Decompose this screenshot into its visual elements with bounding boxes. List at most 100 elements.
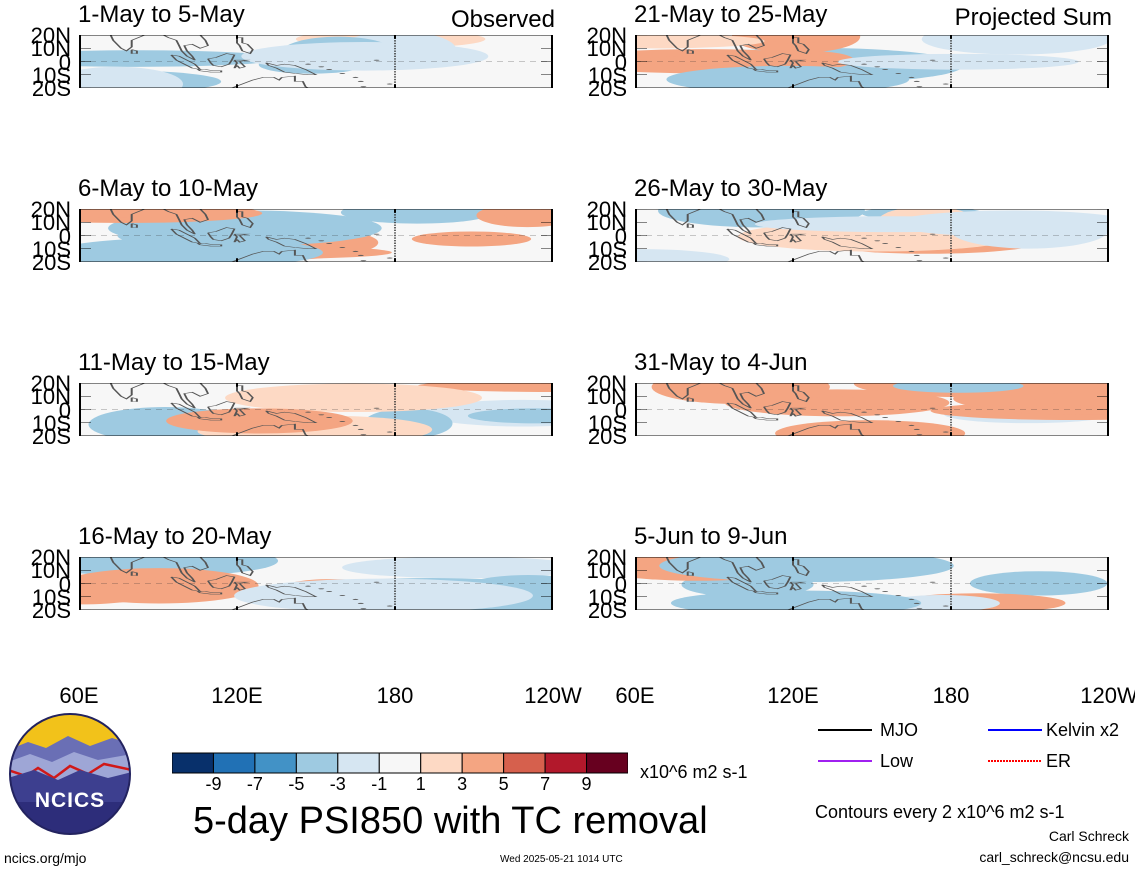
legend-er-label: ER: [1046, 751, 1072, 771]
lat-tick-label: 20S: [587, 598, 627, 623]
legend-kelvin-label: Kelvin x2: [1046, 720, 1120, 740]
negative-anomaly-region: [79, 66, 183, 88]
coastline: [786, 597, 866, 610]
island: [357, 428, 364, 430]
anomaly-core: [638, 55, 768, 67]
lat-tick-label: 20N: [586, 371, 627, 396]
island: [339, 594, 346, 596]
colorbar-swatch: [461, 752, 505, 774]
island: [386, 431, 393, 433]
island: [942, 431, 949, 433]
logo-text: NCICS: [34, 789, 106, 812]
coastline: [162, 35, 210, 61]
lat-tick-label: 10S: [587, 584, 627, 610]
legend-mjo-label: MJO: [880, 720, 918, 740]
panel-title: 31-May to 4-Jun: [634, 349, 808, 376]
coastline: [196, 243, 223, 247]
lat-tick-label: 10S: [31, 62, 71, 88]
coastline: [236, 211, 254, 229]
colorbar-swatch: [295, 752, 339, 774]
island: [895, 246, 902, 248]
island: [916, 260, 923, 262]
coastline: [207, 575, 236, 590]
island: [326, 242, 333, 244]
colorbar-tick-label: -9: [205, 774, 222, 794]
anomaly-core: [827, 427, 913, 436]
island: [861, 585, 868, 587]
coastline: [236, 37, 254, 55]
lon-tick-label: 120E: [211, 683, 263, 708]
coastline: [265, 584, 318, 597]
coastline: [789, 233, 807, 243]
anomaly-core: [491, 383, 553, 389]
lat-tick-label: 10N: [586, 384, 627, 410]
lat-tick-label: 20S: [587, 250, 627, 275]
island: [913, 80, 920, 82]
colorbar-swatch: [172, 752, 214, 774]
island: [373, 407, 380, 409]
lat-tick-label: 10N: [30, 558, 71, 584]
colorbar-tick-label: 9: [581, 774, 592, 794]
coastline: [207, 53, 236, 68]
island: [352, 598, 359, 600]
lat-tick-label: 20N: [586, 23, 627, 48]
coastline: [233, 581, 251, 591]
colorbar-tick-label: -1: [371, 774, 388, 794]
author-name: Carl Schreck: [1048, 828, 1129, 844]
lat-tick-label: 0: [58, 397, 71, 423]
lat-tick-label: 10N: [586, 210, 627, 236]
island: [357, 254, 364, 256]
coastline: [752, 417, 779, 421]
lat-tick-label: 20N: [586, 545, 627, 570]
site-url[interactable]: ncics.org/mjo: [4, 850, 87, 866]
legend-kelvin-swatch: [988, 729, 1042, 731]
coastline: [821, 62, 874, 75]
island: [357, 602, 364, 604]
coastline: [821, 584, 874, 597]
island: [861, 63, 868, 65]
colorbar-swatch: [544, 752, 588, 774]
lat-tick-label: 0: [614, 397, 627, 423]
lat-tick-label: 20S: [31, 250, 71, 275]
panel-title: 1-May to 5-May: [78, 1, 245, 28]
coastline: [100, 209, 146, 226]
island: [352, 250, 359, 252]
anomaly-core: [79, 54, 202, 63]
island: [908, 76, 915, 78]
coastline: [763, 401, 792, 416]
coastline: [789, 59, 807, 69]
observed-header: Observed: [450, 6, 555, 33]
anomaly-core: [1007, 577, 1070, 589]
lat-tick-label: 20S: [587, 76, 627, 101]
colorbar-swatch: [254, 752, 297, 774]
island: [326, 590, 333, 592]
coastline: [686, 223, 694, 228]
island: [861, 411, 868, 413]
lon-tick-label: 180: [932, 683, 970, 708]
map-panel: [635, 383, 1109, 436]
island: [882, 590, 889, 592]
island: [942, 83, 949, 85]
island: [360, 86, 367, 88]
lat-tick-label: 20S: [31, 76, 71, 101]
island: [373, 233, 380, 235]
coastline: [786, 75, 866, 88]
lat-tick-label: 10N: [586, 558, 627, 584]
coastline: [230, 249, 310, 262]
coastline: [130, 223, 138, 228]
island: [916, 86, 923, 88]
coastline: [196, 591, 223, 595]
lat-tick-label: 20S: [587, 424, 627, 449]
coastline: [196, 69, 223, 73]
colorbar-tick-label: 3: [457, 774, 468, 794]
legend-mjo-swatch: [818, 729, 872, 731]
coastline: [265, 236, 318, 249]
island: [942, 605, 949, 607]
coastline: [100, 557, 146, 574]
colorbar-tick-label: -5: [288, 774, 305, 794]
island: [861, 237, 868, 239]
coastline: [656, 209, 702, 226]
colorbar-swatch: [503, 752, 546, 774]
lat-tick-label: 10N: [30, 36, 71, 62]
coastline: [130, 397, 138, 402]
